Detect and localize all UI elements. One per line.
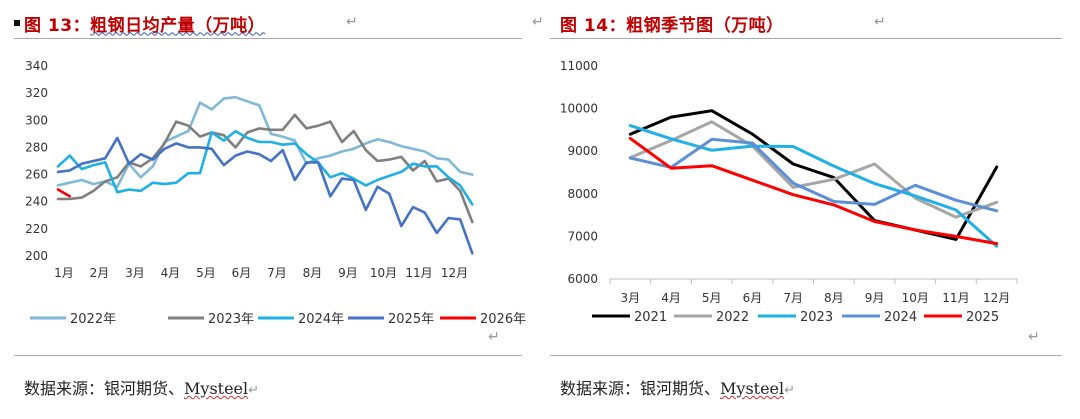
x-tick-label: 6月 [232, 266, 252, 280]
legend-label-2025年: 2025年 [388, 312, 434, 327]
return-mark-icon: ↵ [248, 383, 260, 398]
x-tick-label: 7月 [267, 266, 287, 280]
legend-label-2025: 2025 [966, 310, 999, 325]
right-panel: ↵ 图 14： 粗钢季节图（万吨） ↵ 6000 7000 8000 9000 1000… [532, 0, 1080, 419]
x-tick-label: 3月 [125, 266, 145, 280]
x-tick-label: 9月 [865, 291, 885, 305]
legend-label-2022: 2022 [716, 310, 749, 325]
return-mark-icon: ↵ [874, 14, 886, 30]
x-tick-label: 12月 [441, 266, 468, 280]
legend-label-2024年: 2024年 [298, 312, 344, 327]
x-tick-label: 8月 [824, 291, 844, 305]
return-mark-icon: ↵ [784, 383, 796, 398]
series-line-2025年 [56, 136, 474, 255]
series-line-2024年 [56, 129, 474, 206]
y-tick-label: 260 [25, 168, 48, 182]
x-tick-label: 11月 [942, 291, 969, 305]
x-tick-label: 5月 [196, 266, 216, 280]
legend-label-2026年: 2026年 [480, 312, 526, 327]
y-tick-label: 340 [25, 59, 48, 73]
series-line-2023 [628, 124, 999, 248]
return-mark-icon: ↵ [346, 14, 358, 30]
series-line-2026年 [56, 188, 71, 198]
y-tick-label: 220 [25, 222, 48, 236]
left-source-brand: Mysteel [184, 379, 249, 398]
right-title-prefix: 图 14： [560, 15, 627, 36]
x-tick-label: 11月 [405, 266, 432, 280]
x-tick-label: 7月 [783, 291, 803, 305]
right-top-rule [550, 38, 1062, 39]
x-tick-label: 2月 [90, 266, 110, 280]
left-chart: 200 220 240 260 280 300 320 340 1月 2月 3月 4月 5月 6月 7月 8月… [25, 59, 526, 345]
left-title-prefix: 图 13： [24, 15, 91, 36]
legend-label-2023年: 2023年 [208, 312, 254, 327]
right-title-main: 粗钢季节图（万吨） [626, 15, 784, 36]
y-tick-label: 320 [25, 86, 48, 100]
x-tick-label: 6月 [743, 291, 763, 305]
series-line-2022 [628, 120, 999, 219]
right-source-text: 数据来源：银河期货、 [560, 379, 721, 398]
return-mark-icon: ↵ [532, 14, 544, 30]
return-mark-icon: ↵ [1028, 329, 1040, 345]
left-source-text: 数据来源：银河期货、 [24, 379, 185, 398]
series-line-2021 [628, 109, 999, 241]
y-tick-label: 300 [25, 113, 48, 127]
left-panel: 图 13： 粗钢日均产量（万吨） ↵ 200 220 240 260 280 300 320… [14, 10, 526, 399]
bullet-square-icon [14, 20, 20, 26]
left-top-rule [14, 38, 522, 39]
series-line-2023年 [56, 113, 474, 224]
right-title-row: 图 14： 粗钢季节图（万吨） [560, 10, 784, 36]
x-tick-label: 3月 [621, 291, 641, 305]
y-tick-label: 280 [25, 140, 48, 154]
left-bottom-rule [14, 355, 522, 356]
series-line-2025 [628, 136, 999, 246]
y-tick-label: 9000 [567, 144, 598, 158]
left-title-row: 图 13： 粗钢日均产量（万吨） [14, 10, 265, 36]
y-tick-label: 11000 [560, 59, 598, 73]
x-tick-label: 4月 [661, 291, 681, 305]
y-tick-label: 10000 [560, 102, 598, 116]
legend-label-2023: 2023 [800, 310, 833, 325]
y-tick-label: 200 [25, 249, 48, 263]
x-tick-label: 10月 [370, 266, 397, 280]
return-mark-icon: ↵ [488, 329, 500, 345]
x-tick-label: 8月 [303, 266, 323, 280]
legend-label-2022年: 2022年 [70, 312, 116, 327]
series-line-2024 [628, 137, 999, 213]
legend-label-2024: 2024 [884, 310, 917, 325]
left-title-main: 粗钢日均产量（万吨） [90, 15, 266, 36]
x-tick-label: 12月 [983, 291, 1010, 305]
x-tick-label: 9月 [338, 266, 358, 280]
right-source-brand: Mysteel [720, 379, 785, 398]
y-tick-label: 240 [25, 195, 48, 209]
x-tick-label: 5月 [702, 291, 722, 305]
y-tick-label: 6000 [567, 272, 598, 286]
right-bottom-rule [550, 355, 1062, 356]
left-source: 数据来源：银河期货、Mysteel↵ [24, 375, 259, 399]
x-tick-label: 4月 [161, 266, 181, 280]
right-source: 数据来源：银河期货、Mysteel↵ [560, 375, 795, 399]
x-tick-label: 1月 [54, 266, 74, 280]
right-chart: 6000 7000 8000 9000 10000 11000 3月 4月 5月 6月 7月 8月 9月… [560, 59, 1040, 345]
legend-label-2021: 2021 [634, 310, 667, 325]
x-tick-label: 10月 [902, 291, 929, 305]
y-tick-label: 7000 [567, 229, 598, 243]
series-line-2022年 [56, 95, 474, 189]
y-tick-label: 8000 [567, 187, 598, 201]
